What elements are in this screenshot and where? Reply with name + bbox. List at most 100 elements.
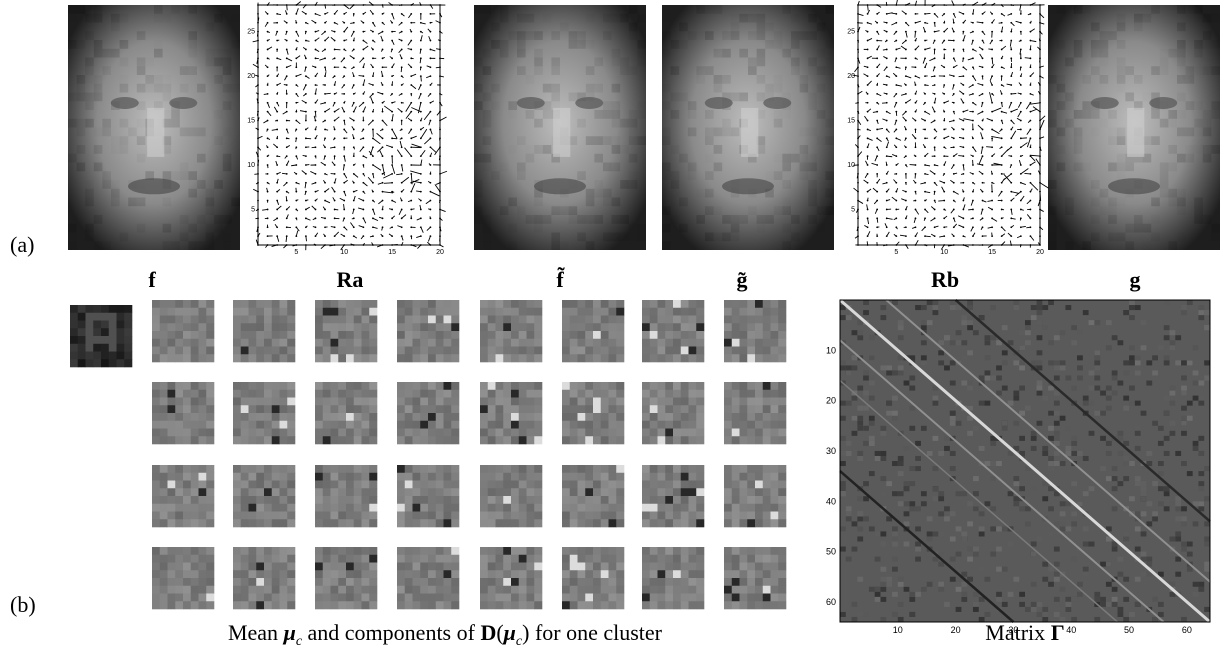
image-label: g [1130, 267, 1141, 292]
arrow-dot [439, 155, 441, 157]
pixel [101, 352, 109, 360]
pixel [175, 405, 183, 413]
pixel [673, 488, 681, 496]
pixel [755, 308, 763, 316]
pixel [620, 180, 629, 189]
pixel [444, 594, 452, 602]
pixel [369, 578, 377, 586]
pixel [188, 31, 197, 40]
arrow-dot [420, 111, 422, 113]
arrow-dot [943, 22, 945, 24]
pixel [1091, 180, 1100, 189]
arrow-dot [362, 49, 364, 51]
pixel [681, 421, 689, 429]
pixel [496, 519, 504, 527]
pixel [346, 421, 354, 429]
pixel [488, 465, 496, 473]
arrow-dot [972, 191, 974, 193]
pixel [1151, 233, 1160, 242]
arrow-dot [1010, 4, 1012, 6]
arrow-dot [315, 209, 317, 211]
arrow-dot [372, 155, 374, 157]
pixel [233, 555, 241, 563]
eye [705, 97, 733, 109]
arrow-dot [305, 75, 307, 77]
arrow-dot [305, 244, 307, 246]
pixel [175, 504, 183, 512]
pixel [585, 323, 593, 331]
arrow-dot [305, 22, 307, 24]
pixel [569, 215, 578, 224]
image-label: f [148, 267, 156, 292]
arrow-dot [962, 13, 964, 15]
arrow-dot [857, 146, 859, 148]
arrow-dot [1030, 244, 1032, 246]
pixel [488, 601, 496, 609]
pixel [483, 119, 492, 128]
arrow-dot [382, 235, 384, 237]
pixel [420, 578, 428, 586]
arrow-dot [372, 200, 374, 202]
pixel [145, 84, 154, 93]
pixel [480, 331, 488, 339]
pixel [1211, 5, 1220, 14]
pixel [175, 586, 183, 594]
pixel [405, 331, 413, 339]
pixel [642, 405, 650, 413]
pixel [585, 496, 593, 504]
arrow-dot [982, 84, 984, 86]
mouth [534, 178, 586, 194]
pixel [413, 488, 421, 496]
arrow-dot [315, 120, 317, 122]
pixel [1074, 145, 1083, 154]
arrow-dot [401, 102, 403, 104]
pixel [85, 198, 94, 207]
pixel [763, 405, 771, 413]
arrow-dot [257, 13, 259, 15]
pixel [724, 316, 732, 324]
arrow-dot [353, 111, 355, 113]
arrow-dot [286, 146, 288, 148]
arrow-dot [1030, 182, 1032, 184]
pixel [428, 398, 436, 406]
arrow-dot [943, 137, 945, 139]
pixel [451, 594, 459, 602]
pixel [658, 413, 666, 421]
pixel [724, 347, 732, 355]
pixel [569, 31, 578, 40]
pixel [570, 347, 578, 355]
pixel [315, 429, 323, 437]
pixel [732, 323, 740, 331]
pixel [689, 323, 697, 331]
pixel [782, 5, 791, 14]
pixel [551, 233, 560, 242]
pixel [233, 405, 241, 413]
arrow-dot [867, 66, 869, 68]
pixel [747, 429, 755, 437]
pixel [1203, 215, 1212, 224]
pixel [163, 198, 172, 207]
pixel [1117, 154, 1126, 163]
arrow-dot [410, 49, 412, 51]
pixel [264, 421, 272, 429]
arrow-dot [1020, 111, 1022, 113]
pixel [724, 504, 732, 512]
pixel [160, 429, 168, 437]
pixel [160, 354, 168, 362]
pixel [1203, 119, 1212, 128]
pixel [280, 323, 288, 331]
face-image [662, 5, 834, 250]
pixel [444, 601, 452, 609]
pixel [808, 154, 817, 163]
pixel [585, 512, 593, 520]
pixel [199, 354, 207, 362]
pixel [152, 488, 160, 496]
arrow-dot [915, 217, 917, 219]
pixel [732, 382, 740, 390]
arrow-dot [267, 13, 269, 15]
pixel [681, 496, 689, 504]
pixel [601, 323, 609, 331]
pixel [724, 421, 732, 429]
pixel [681, 354, 689, 362]
arrow-dot [420, 244, 422, 246]
